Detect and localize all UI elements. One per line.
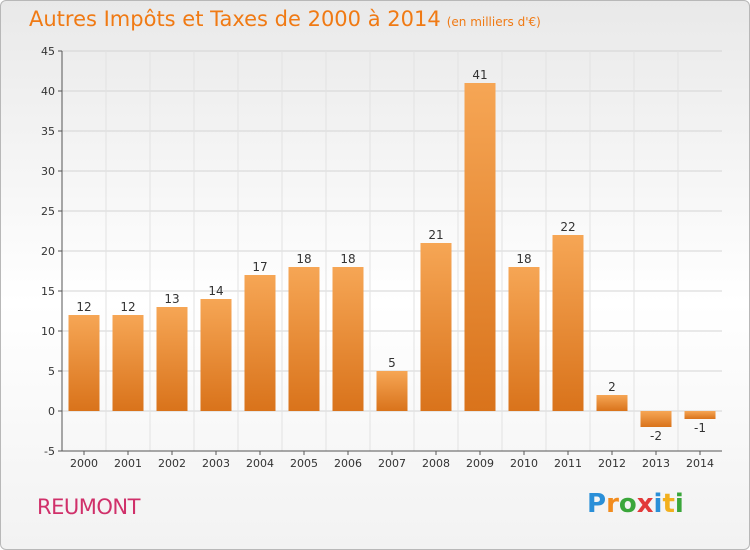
bar: [596, 395, 628, 411]
x-tick-label: 2006: [334, 457, 362, 470]
y-tick-label: 40: [41, 85, 55, 98]
logo-letter: P: [587, 489, 607, 519]
axes: [58, 50, 722, 455]
x-tick-label: 2003: [202, 457, 230, 470]
data-label: 41: [472, 68, 487, 82]
x-tick-label: 2010: [510, 457, 538, 470]
x-tick-label: 2001: [114, 457, 142, 470]
data-label: 21: [428, 228, 443, 242]
logo-letter: r: [606, 489, 619, 519]
x-tick-label: 2013: [642, 457, 670, 470]
x-tick-label: 2014: [686, 457, 714, 470]
x-tick-label: 2005: [290, 457, 318, 470]
y-tick-label: 0: [48, 405, 55, 418]
bar: [156, 307, 188, 411]
data-label: 18: [516, 252, 531, 266]
bar: [640, 411, 672, 427]
data-label: 18: [340, 252, 355, 266]
bar: [376, 371, 408, 411]
logo-letter: i: [674, 489, 684, 519]
y-tick-label: 30: [41, 165, 55, 178]
data-label: 22: [560, 220, 575, 234]
bar: [508, 267, 540, 411]
y-tick-label: 25: [41, 205, 55, 218]
x-tick-label: 2002: [158, 457, 186, 470]
x-tick-label: 2011: [554, 457, 582, 470]
data-label: 13: [164, 292, 179, 306]
chart-title: Autres Impôts et Taxes de 2000 à 2014 (en…: [29, 7, 541, 31]
logo-letter: o: [618, 489, 637, 519]
data-label: 12: [76, 300, 91, 314]
y-tick-label: 10: [41, 325, 55, 338]
y-tick-label: 5: [48, 365, 55, 378]
x-tick-label: 2008: [422, 457, 450, 470]
proxiti-logo: Proxiti: [587, 489, 684, 519]
data-label: 5: [388, 356, 396, 370]
logo-letter: x: [636, 489, 654, 519]
x-tick-label: 2007: [378, 457, 406, 470]
y-tick-label: 15: [41, 285, 55, 298]
bars: [68, 83, 716, 427]
x-tick-label: 2004: [246, 457, 274, 470]
x-tick-label: 2000: [70, 457, 98, 470]
data-label: 17: [252, 260, 267, 274]
bar: [200, 299, 232, 411]
bar: [684, 411, 716, 419]
data-label: 14: [208, 284, 223, 298]
y-tick-label: 20: [41, 245, 55, 258]
logo-letter: t: [662, 489, 675, 519]
bar: [420, 243, 452, 411]
bar: [68, 315, 100, 411]
x-tick-label: 2009: [466, 457, 494, 470]
x-tick-label: 2012: [598, 457, 626, 470]
data-label: -1: [694, 421, 706, 435]
bar: [244, 275, 276, 411]
y-tick-label: 45: [41, 45, 55, 58]
chart-subtitle: (en milliers d'€): [446, 15, 541, 29]
bar: [332, 267, 364, 411]
bar: [288, 267, 320, 411]
bar: [464, 83, 496, 411]
y-tick-label: -5: [44, 445, 55, 458]
data-label: -2: [650, 429, 662, 443]
data-label: 2: [608, 380, 616, 394]
data-label: 12: [120, 300, 135, 314]
data-label: 18: [296, 252, 311, 266]
chart-title-text: Autres Impôts et Taxes de 2000 à 2014: [29, 7, 441, 31]
bar: [552, 235, 584, 411]
bar: [112, 315, 144, 411]
y-tick-label: 35: [41, 125, 55, 138]
logo-letter: i: [653, 489, 663, 519]
commune-name: REUMONT: [37, 495, 140, 519]
